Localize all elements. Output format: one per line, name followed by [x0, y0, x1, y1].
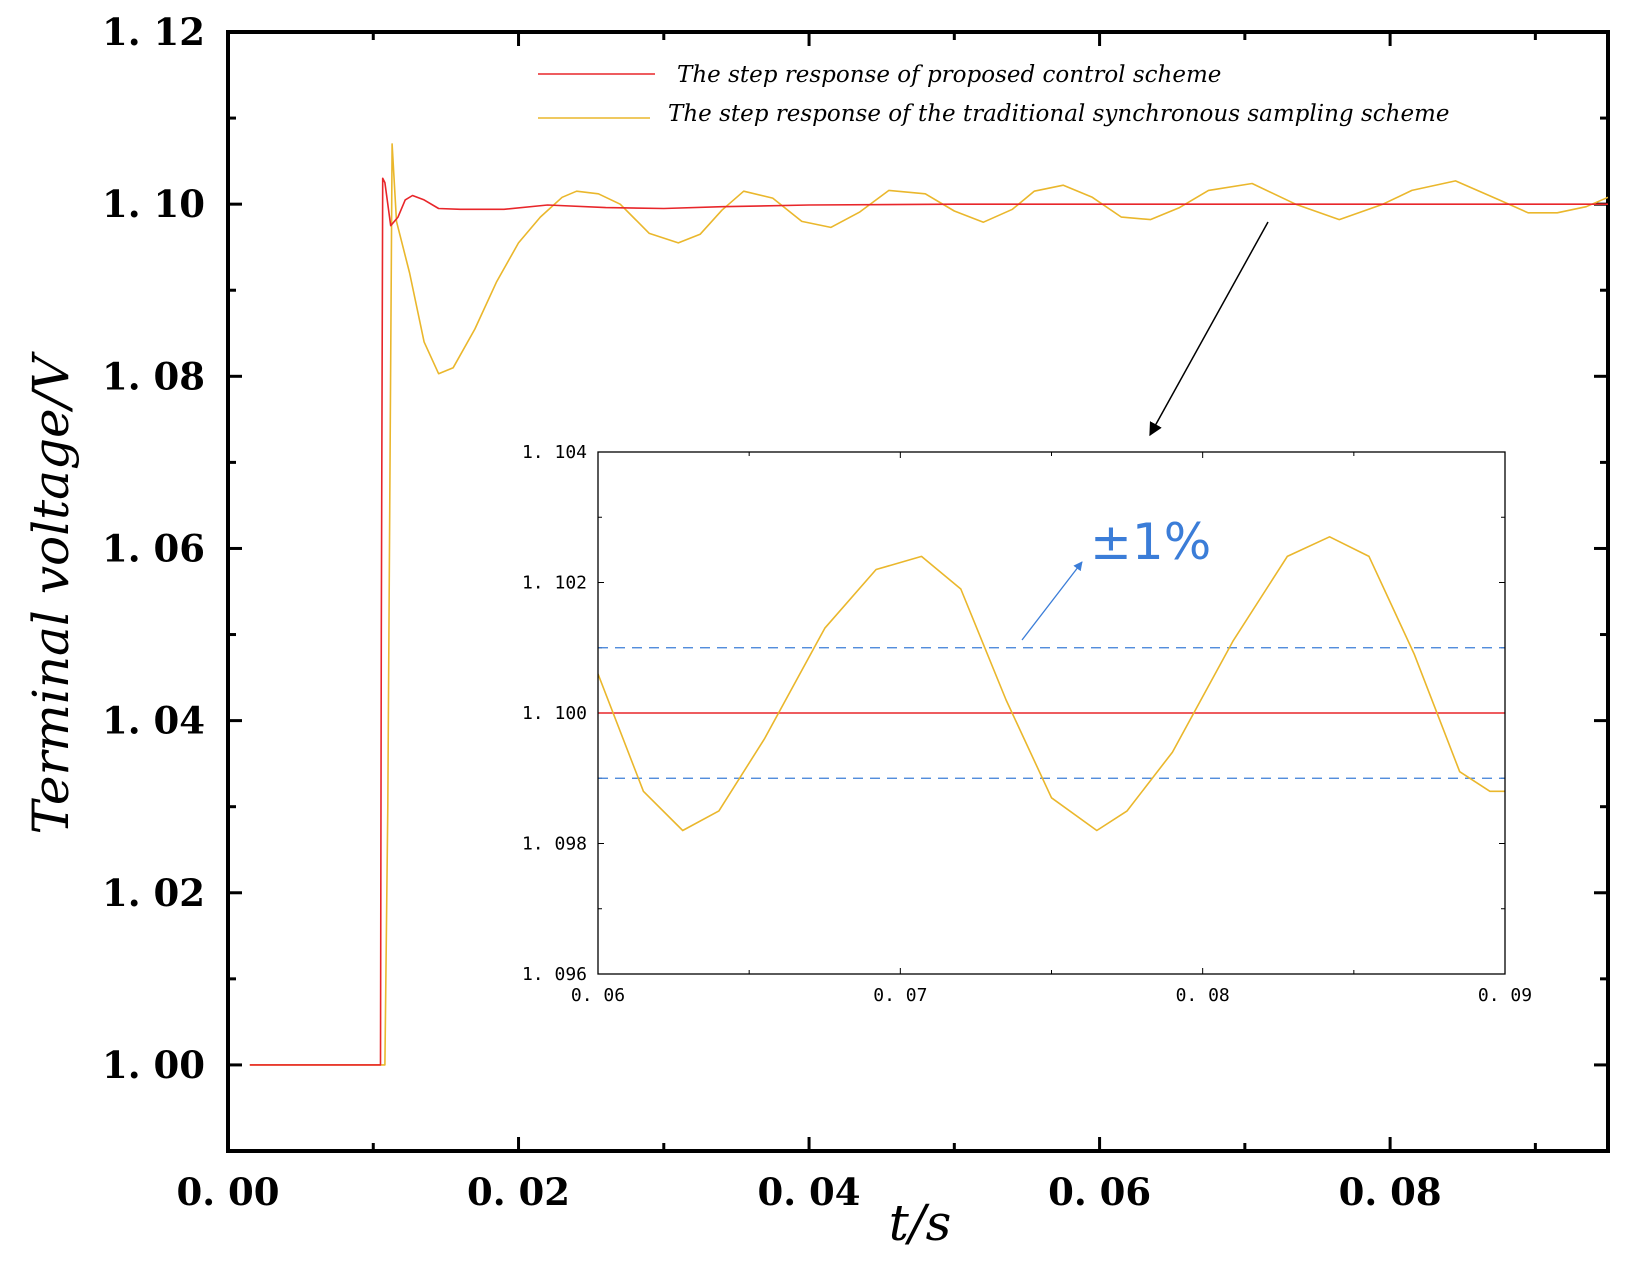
- inset-plot-frame: [597, 451, 1506, 975]
- legend: The step response of proposed control sc…: [538, 62, 1449, 127]
- inset-ytick-label: 1. 100: [522, 703, 587, 724]
- main-ytick-label: 1. 10: [102, 182, 205, 226]
- legend-label-traditional: The step response of the traditional syn…: [668, 101, 1449, 127]
- main-xtick-label: 0. 06: [1048, 1170, 1151, 1214]
- main-ticks: 0. 00 0. 02 0. 04 0. 06 0. 08 1. 00 1. 02 1. 04…: [102, 10, 1608, 1214]
- inset-xtick-label: 0. 06: [571, 985, 625, 1006]
- legend-label-proposed: The step response of proposed control sc…: [677, 62, 1221, 88]
- inset-ytick-label: 1. 104: [522, 442, 587, 463]
- inset-series: [598, 536, 1505, 832]
- annotation-arrow: [1021, 561, 1083, 641]
- band-annotation: ±1%: [1090, 513, 1211, 571]
- inset-xtick-label: 0. 07: [873, 985, 927, 1006]
- main-ytick-label: 1. 02: [102, 871, 205, 915]
- x-axis-label: t/s: [889, 1194, 952, 1252]
- inset-ytick-label: 1. 098: [522, 834, 587, 855]
- inset-xtick-label: 0. 09: [1478, 985, 1532, 1006]
- main-ytick-label: 1. 00: [102, 1043, 205, 1087]
- series-line-proposed: [249, 177, 1608, 1066]
- main-xtick-label: 0. 08: [1339, 1170, 1442, 1214]
- zoom-arrow: [1149, 221, 1269, 437]
- y-axis-label: Terminal voltage/V: [22, 351, 80, 835]
- main-ytick-label: 1. 12: [102, 10, 205, 54]
- main-ytick-label: 1. 06: [102, 526, 205, 570]
- inset-ytick-label: 1. 096: [522, 964, 587, 985]
- main-xtick-label: 0. 00: [177, 1170, 280, 1214]
- main-plot-frame: [226, 30, 1610, 1153]
- main-ytick-label: 1. 04: [102, 699, 205, 743]
- main-series: [249, 143, 1608, 1066]
- inset-xtick-label: 0. 08: [1176, 985, 1230, 1006]
- main-xtick-label: 0. 02: [467, 1170, 570, 1214]
- inset-line-traditional: [598, 536, 1505, 832]
- inset-ytick-label: 1. 102: [522, 573, 587, 594]
- series-line-traditional: [249, 143, 1608, 1066]
- inset-ticks: 0. 06 0. 07 0. 08 0. 09 1. 096 1. 098 1. 100 1.…: [522, 442, 1532, 1006]
- main-xtick-label: 0. 04: [758, 1170, 861, 1214]
- main-ytick-label: 1. 08: [102, 354, 205, 398]
